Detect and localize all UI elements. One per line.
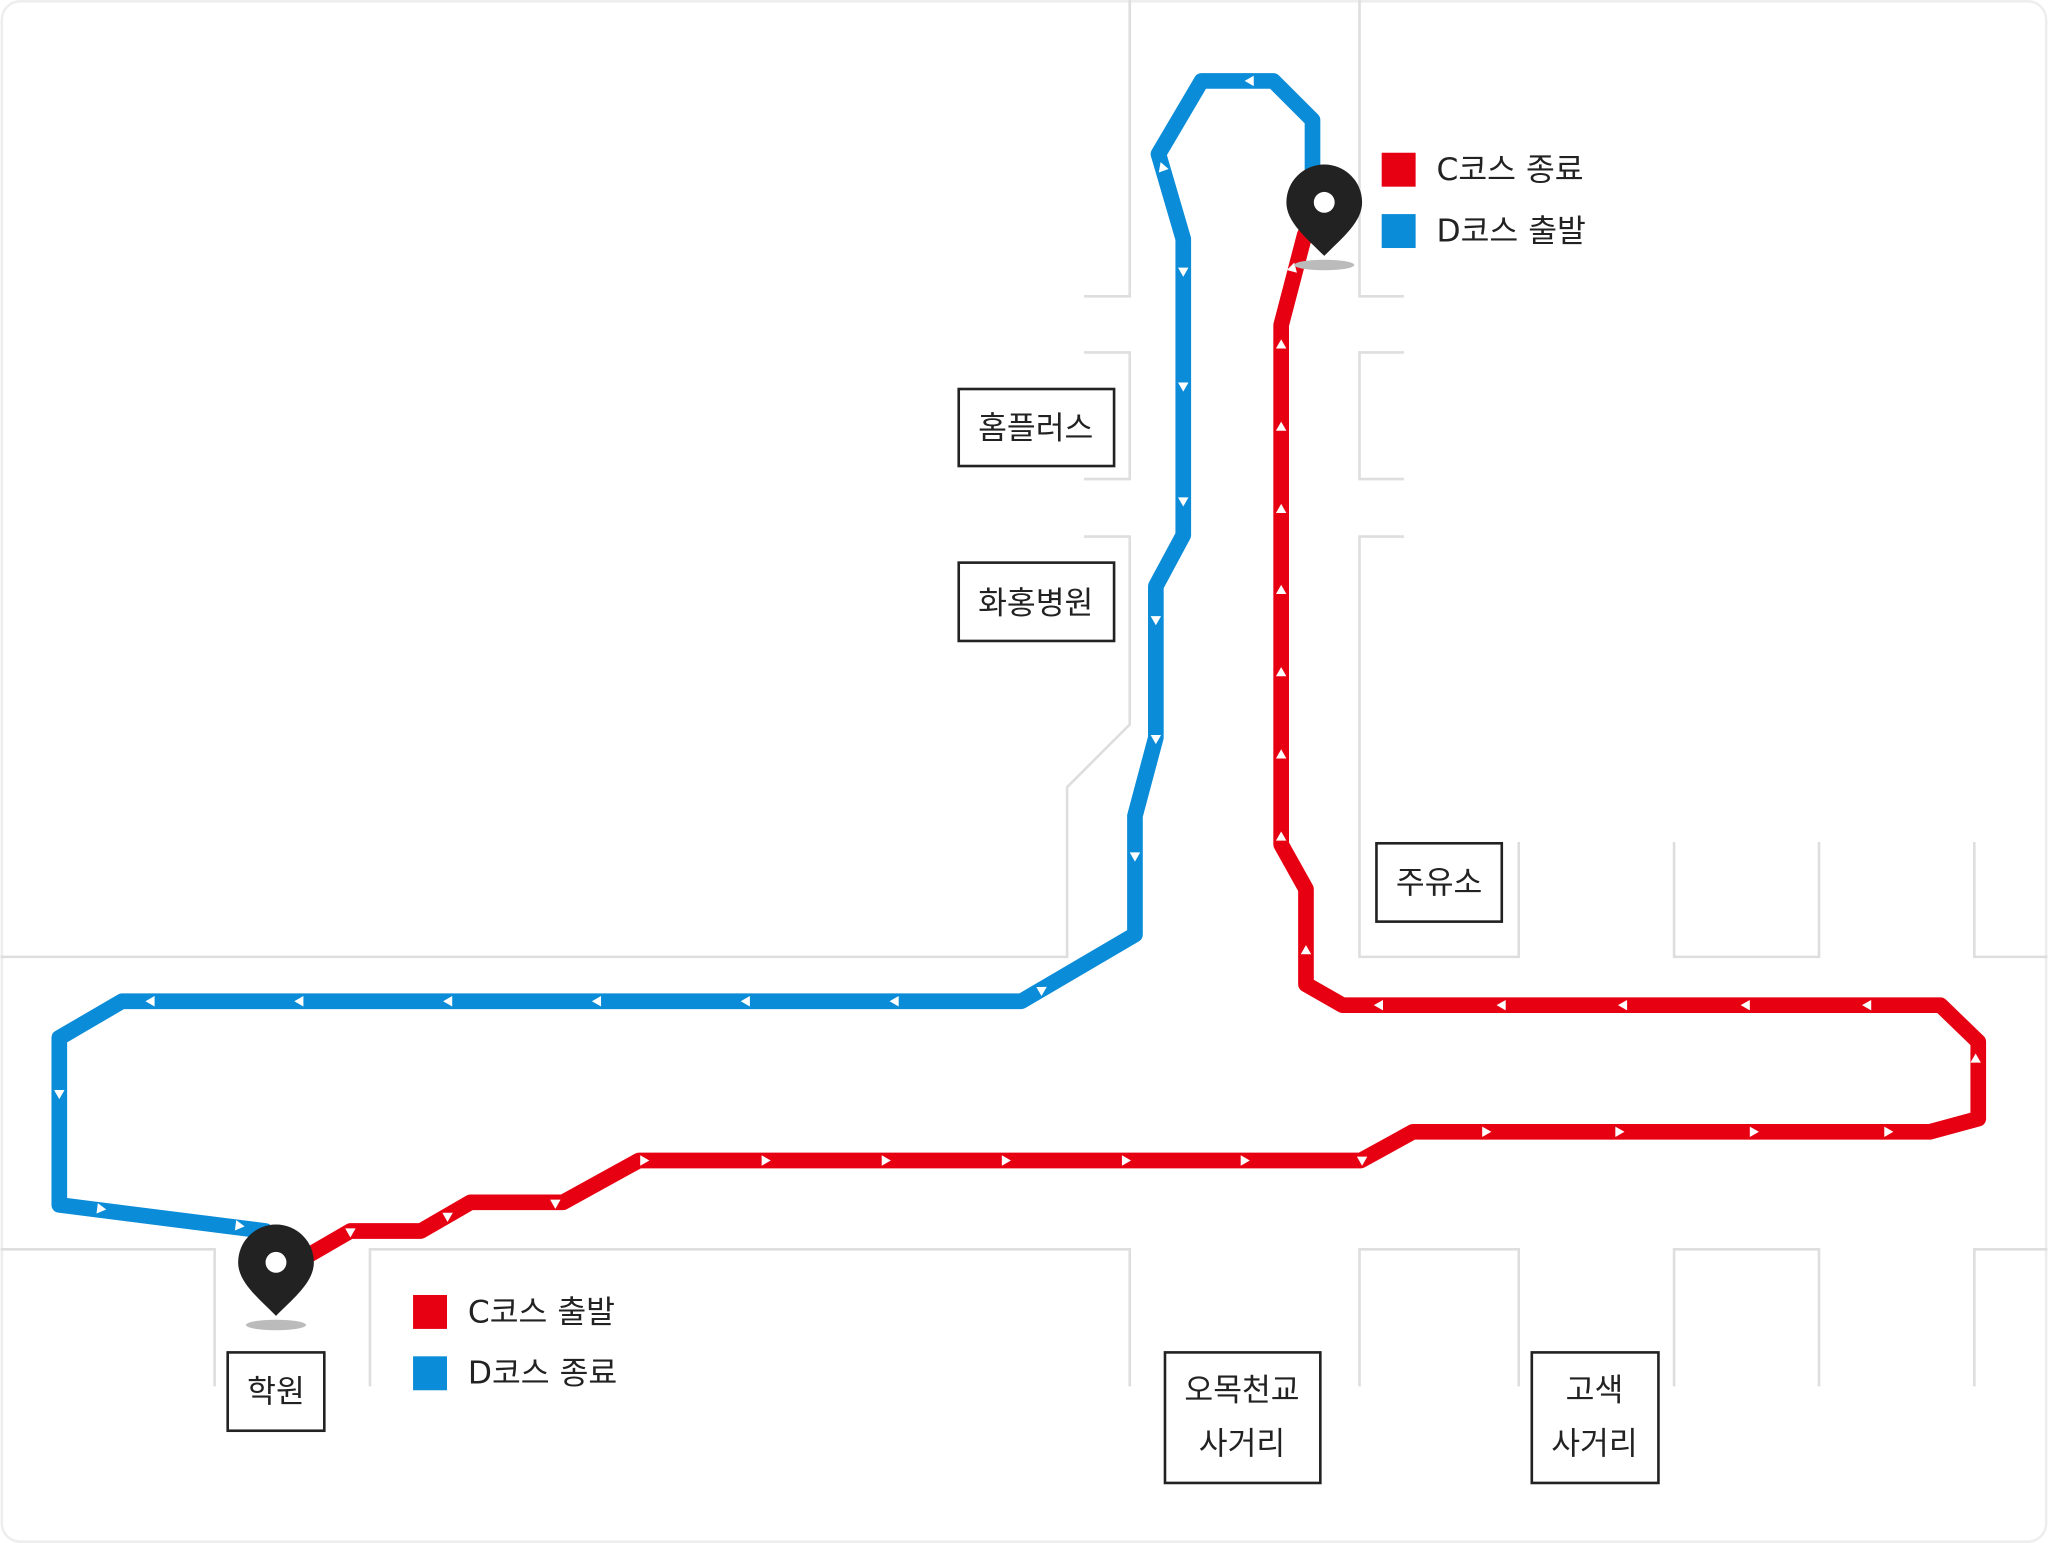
arrow-triangle-icon — [1275, 421, 1287, 431]
course-c-route — [292, 227, 1987, 1268]
arrow-triangle-icon — [443, 996, 453, 1007]
arrow-triangle-icon — [761, 1155, 771, 1166]
svg-text:사거리: 사거리 — [1551, 1426, 1637, 1462]
arrow-triangle-icon — [1129, 852, 1141, 862]
legend-bottom: C코스 출발 D코스 종료 — [413, 1294, 617, 1392]
arrow-triangle-icon — [1240, 1155, 1250, 1166]
arrow-triangle-icon — [1121, 1155, 1132, 1166]
arrow-triangle-icon — [1275, 584, 1287, 594]
arrow-triangle-icon — [1036, 986, 1047, 996]
direction-arrows — [54, 75, 1981, 1238]
svg-text:학원: 학원 — [247, 1374, 305, 1410]
arrow-triangle-icon — [1150, 734, 1162, 745]
arrow-triangle-icon — [1178, 497, 1189, 507]
arrow-triangle-icon — [1178, 267, 1189, 277]
arrow-triangle-icon — [591, 996, 602, 1007]
arrow-triangle-icon — [1617, 999, 1628, 1011]
arrow-triangle-icon — [345, 1228, 356, 1238]
legend-d-start: D코스 출발 — [1437, 214, 1586, 250]
legend-d-end: D코스 종료 — [468, 1356, 617, 1392]
legend-c-end: C코스 종료 — [1437, 152, 1584, 188]
arrow-triangle-icon — [442, 1212, 453, 1222]
arrow-triangle-icon — [1373, 999, 1383, 1011]
arrow-triangle-icon — [881, 1155, 891, 1166]
legend-top: C코스 종료 D코스 출발 — [1381, 152, 1586, 250]
arrow-triangle-icon — [550, 1199, 561, 1209]
place-homeplus: 홈플러스 — [957, 387, 1116, 468]
map-pin-icon — [238, 1224, 314, 1331]
arrow-triangle-icon — [1244, 75, 1254, 87]
arrow-triangle-icon — [740, 996, 750, 1007]
place-omok-intersection: 오목천교 사거리 — [1163, 1351, 1322, 1485]
arrow-triangle-icon — [1615, 1126, 1625, 1138]
place-hospital: 화홍병원 — [957, 561, 1116, 643]
svg-text:화홍병원: 화홍병원 — [978, 586, 1093, 622]
arrow-triangle-icon — [1300, 945, 1312, 955]
arrow-triangle-icon — [1740, 999, 1750, 1011]
arrow-triangle-icon — [1749, 1126, 1759, 1138]
course-c-swatch — [413, 1294, 448, 1329]
svg-text:주유소: 주유소 — [1396, 865, 1482, 901]
svg-text:사거리: 사거리 — [1199, 1426, 1285, 1462]
arrow-triangle-icon — [234, 1220, 245, 1231]
svg-text:오목천교: 오목천교 — [1184, 1373, 1299, 1409]
arrow-triangle-icon — [1158, 162, 1169, 173]
arrow-triangle-icon — [145, 996, 155, 1007]
arrow-triangle-icon — [1275, 667, 1287, 677]
arrow-triangle-icon — [54, 1090, 65, 1100]
arrow-triangle-icon — [294, 996, 304, 1007]
arrow-triangle-icon — [1275, 503, 1287, 514]
arrow-triangle-icon — [1275, 339, 1287, 349]
arrow-triangle-icon — [889, 996, 899, 1007]
legend-c-start: C코스 출발 — [468, 1294, 615, 1330]
map-pin-icon — [1286, 164, 1363, 271]
course-d-swatch — [1381, 214, 1416, 249]
arrow-triangle-icon — [1178, 382, 1189, 392]
arrow-triangle-icon — [1884, 1126, 1894, 1138]
arrow-triangle-icon — [1001, 1155, 1011, 1166]
arrow-triangle-icon — [1496, 999, 1506, 1011]
arrow-triangle-icon — [1970, 1053, 1981, 1063]
place-gosaek-intersection: 고색 사거리 — [1530, 1351, 1660, 1485]
roads — [0, 0, 2048, 1387]
arrow-triangle-icon — [1356, 1156, 1368, 1166]
course-c-swatch — [1381, 152, 1416, 187]
arrow-triangle-icon — [1482, 1126, 1492, 1138]
place-gas-station: 주유소 — [1375, 841, 1504, 923]
arrow-triangle-icon — [1275, 831, 1287, 841]
arrow-triangle-icon — [1862, 999, 1872, 1011]
arrow-triangle-icon — [96, 1203, 107, 1214]
course-d-swatch — [413, 1356, 448, 1391]
place-academy: 학원 — [226, 1351, 326, 1433]
arrow-triangle-icon — [1275, 749, 1287, 759]
arrow-triangle-icon — [640, 1155, 650, 1166]
svg-text:홈플러스: 홈플러스 — [978, 411, 1093, 447]
course-d-route — [51, 73, 1321, 1239]
svg-text:고색: 고색 — [1566, 1373, 1624, 1409]
arrow-triangle-icon — [1150, 616, 1162, 626]
